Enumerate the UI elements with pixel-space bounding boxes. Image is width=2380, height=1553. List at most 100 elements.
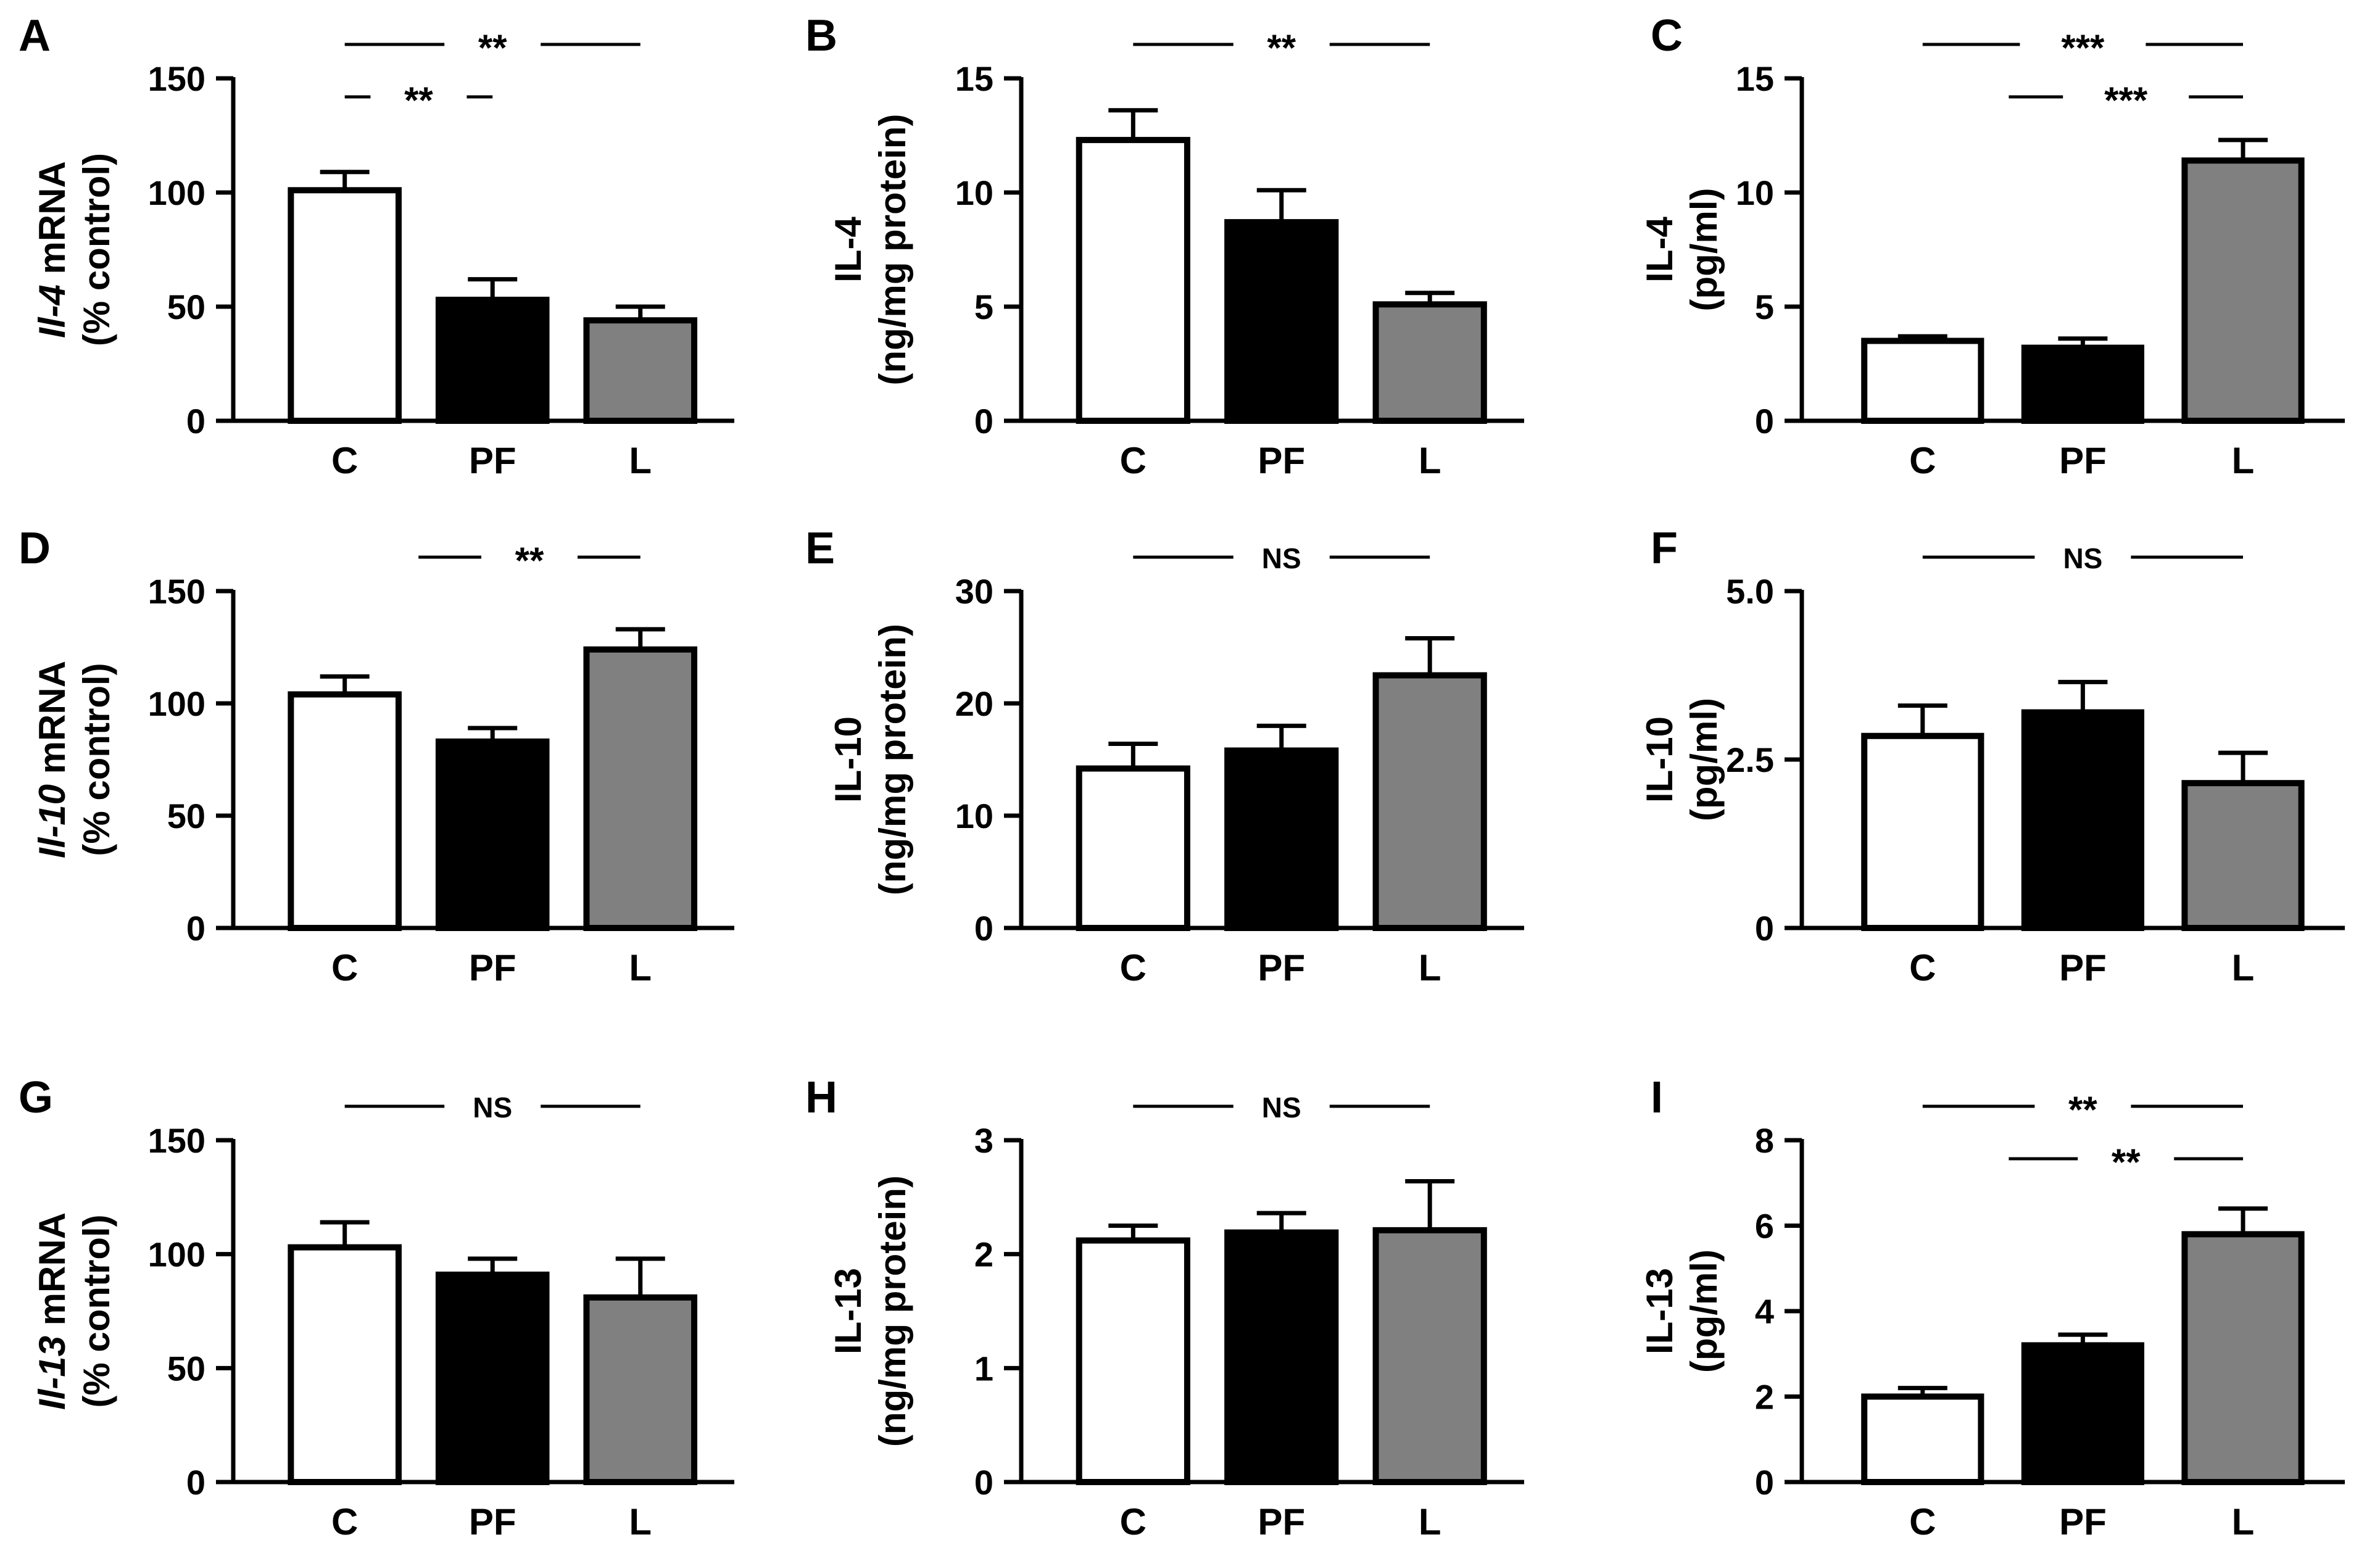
y-axis-label-line2: (ng/mg protein) [872,624,913,895]
bar-c [288,691,402,931]
x-tick-label-c: C [1909,440,1936,481]
y-tick-label: 0 [186,402,205,441]
x-tick-label-pf: PF [2059,947,2107,988]
y-axis-label: IL-13 [1639,1268,1680,1354]
y-tick-label: 5 [1755,288,1774,326]
y-axis-label-line2: (ng/mg protein) [872,1175,913,1447]
bar-pf [2021,344,2145,424]
bar-c [1861,1393,1984,1485]
y-axis-label: IL-4 [827,217,869,283]
y-tick-label: 100 [148,173,205,212]
y-tick-label: 0 [974,909,993,948]
panel-d: D 0 50 100 150 Il-10 mRNA (% control) C PF L ** [19,524,734,988]
panel-letter: E [805,524,835,573]
x-tick-label-pf: PF [2059,440,2107,481]
y-tick-label: 0 [186,1463,205,1502]
y-axis-label: Il-10 mRNA [31,661,73,858]
sig-label: NS [2063,542,2102,574]
sig-label: NS [1262,1091,1301,1124]
y-tick-label: 0 [974,1463,993,1502]
x-tick-label-l: L [1419,947,1441,988]
x-tick-label-l: L [629,1501,652,1543]
y-axis-label: IL-13 [827,1268,869,1354]
bar-l [583,1294,698,1486]
y-tick-label: 15 [955,59,993,98]
bar-c [288,1244,402,1485]
bar-pf [2021,709,2145,932]
sig-label: NS [473,1091,512,1124]
y-tick-label: 4 [1755,1292,1774,1331]
y-tick-label: 2.5 [1726,740,1774,779]
y-axis-label: IL-10 [1639,716,1680,803]
x-tick-label-c: C [331,1501,358,1543]
y-axis-label-line2: (% control) [76,1214,117,1407]
x-tick-label-pf: PF [1258,1501,1305,1543]
x-tick-label-c: C [1909,1501,1936,1543]
x-tick-label-pf: PF [1258,440,1305,481]
bar-l [2181,780,2305,931]
y-tick-label: 5 [974,288,993,326]
x-tick-label-l: L [1419,1501,1441,1543]
bar-l [2181,157,2305,424]
y-axis-label-line2: (ng/mg protein) [872,114,913,386]
y-tick-label: 6 [1755,1207,1774,1246]
y-tick-label: 150 [148,1121,205,1160]
bar-c [1076,136,1190,424]
y-axis-label-line2: (pg/ml) [1683,1249,1725,1373]
y-tick-label: 10 [955,173,993,212]
bar-l [1372,672,1487,931]
panel-letter: D [19,524,51,573]
sig-label: NS [1262,542,1301,574]
y-tick-label: 50 [167,288,205,326]
x-tick-label-c: C [1909,947,1936,988]
y-tick-label: 15 [1736,59,1774,98]
x-tick-label-pf: PF [2059,1501,2107,1543]
x-tick-label-l: L [2232,947,2255,988]
x-tick-label-l: L [629,947,652,988]
x-tick-label-l: L [629,440,652,481]
bar-c [1076,765,1190,932]
sig-label: ** [2068,1089,2097,1130]
x-tick-label-pf: PF [469,947,516,988]
y-tick-label: 100 [148,684,205,723]
y-tick-label: 0 [1755,402,1774,441]
x-tick-label-c: C [1120,1501,1146,1543]
x-tick-label-pf: PF [1258,947,1305,988]
x-tick-label-l: L [2232,1501,2255,1543]
panel-letter: B [805,11,837,60]
sig-label: ** [1267,27,1296,68]
bar-l [2181,1231,2305,1485]
bar-pf [1224,1229,1339,1485]
y-axis-label-line2: (pg/ml) [1683,698,1725,821]
bar-pf [435,296,550,424]
panel-h: H 0 1 2 3 IL-13 (ng/mg protein) C PF L NS [805,1073,1524,1543]
y-tick-label: 20 [955,684,993,723]
bar-c [1861,338,1984,424]
bar-c [1861,732,1984,932]
y-axis-label-line2: (pg/ml) [1683,188,1725,312]
x-tick-label-pf: PF [469,1501,516,1543]
bar-pf [1224,747,1339,931]
y-tick-label: 8 [1755,1121,1774,1160]
bar-pf [2021,1342,2145,1485]
y-axis-label: Il-13 mRNA [31,1212,73,1410]
bar-l [1372,1227,1487,1486]
sig-label: *** [2104,80,2148,121]
y-tick-label: 2 [974,1235,993,1274]
y-tick-label: 50 [167,797,205,835]
y-tick-label: 50 [167,1349,205,1388]
panel-letter: F [1651,524,1678,573]
y-tick-label: 3 [974,1121,993,1160]
bar-c [1076,1237,1190,1486]
bar-c [288,187,402,424]
panel-f: F 0 2.5 5.0 IL-10 (pg/ml) C PF L NS [1639,524,2345,988]
bar-pf [1224,219,1339,424]
x-tick-label-l: L [2232,440,2255,481]
sig-label: *** [2061,27,2105,68]
panel-letter: G [19,1073,53,1122]
panel-b: B 0 5 10 15 IL-4 (ng/mg protein) C PF L ** [805,11,1524,481]
panel-g: G 0 50 100 150 Il-13 mRNA (% control) C PF L NS [19,1073,734,1543]
y-axis-label: IL-10 [827,716,869,803]
y-axis-label-line2: (% control) [76,663,117,856]
